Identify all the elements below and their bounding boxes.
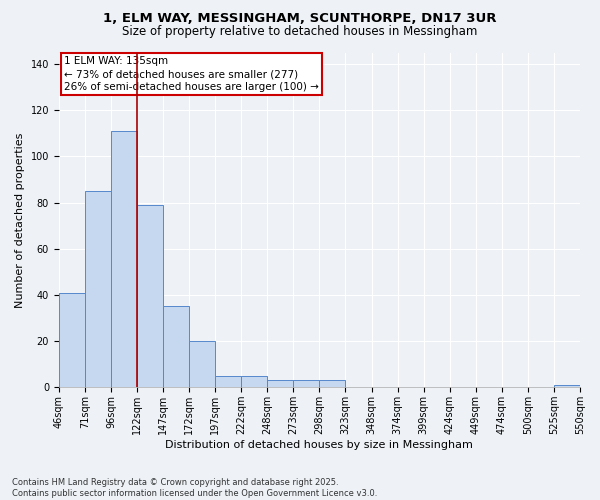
- Bar: [267, 380, 293, 388]
- Bar: [293, 380, 319, 388]
- Y-axis label: Number of detached properties: Number of detached properties: [15, 132, 25, 308]
- Bar: [59, 292, 85, 388]
- Bar: [215, 376, 241, 388]
- Bar: [189, 341, 215, 388]
- Text: 1, ELM WAY, MESSINGHAM, SCUNTHORPE, DN17 3UR: 1, ELM WAY, MESSINGHAM, SCUNTHORPE, DN17…: [103, 12, 497, 26]
- Text: Contains HM Land Registry data © Crown copyright and database right 2025.
Contai: Contains HM Land Registry data © Crown c…: [12, 478, 377, 498]
- Bar: [241, 376, 267, 388]
- Text: 1 ELM WAY: 135sqm
← 73% of detached houses are smaller (277)
26% of semi-detache: 1 ELM WAY: 135sqm ← 73% of detached hous…: [64, 56, 319, 92]
- Bar: [137, 205, 163, 388]
- Bar: [85, 191, 111, 388]
- Bar: [319, 380, 346, 388]
- Bar: [554, 385, 580, 388]
- Bar: [163, 306, 189, 388]
- Bar: [111, 131, 137, 388]
- X-axis label: Distribution of detached houses by size in Messingham: Distribution of detached houses by size …: [166, 440, 473, 450]
- Text: Size of property relative to detached houses in Messingham: Size of property relative to detached ho…: [122, 25, 478, 38]
